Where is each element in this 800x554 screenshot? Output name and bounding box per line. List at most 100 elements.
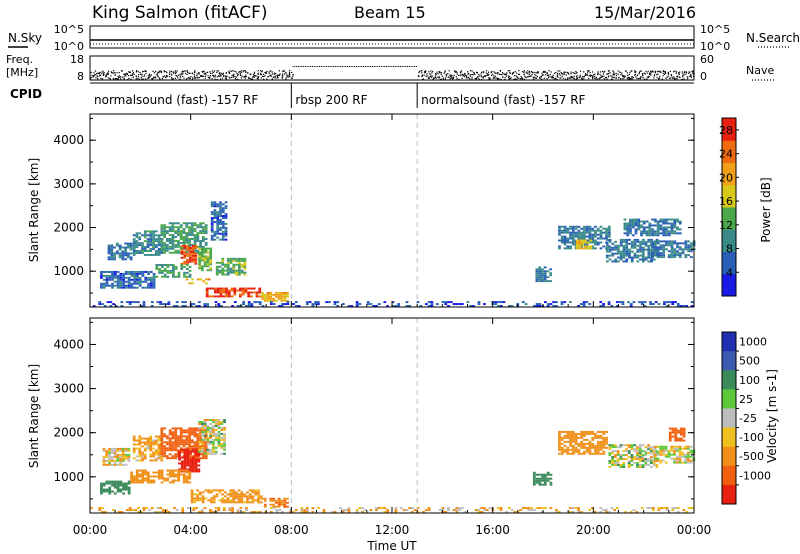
- data-cell: [105, 463, 109, 466]
- data-cell: [188, 238, 191, 240]
- freq-dot: [594, 77, 596, 79]
- freq-dot: [123, 77, 125, 79]
- data-cell: [261, 293, 264, 296]
- freq-dot: [308, 66, 310, 67]
- freq-dot: [430, 76, 433, 78]
- data-cell: [677, 429, 680, 432]
- data-cell: [110, 258, 114, 261]
- data-cell: [174, 445, 178, 448]
- data-cell: [355, 509, 359, 512]
- data-cell: [622, 260, 626, 263]
- freq-dot: [380, 66, 382, 67]
- data-cell: [183, 271, 186, 274]
- data-cell: [679, 305, 683, 307]
- freq-dot: [519, 78, 522, 80]
- data-cell: [183, 452, 187, 455]
- data-cell: [549, 303, 553, 306]
- data-cell: [674, 507, 677, 510]
- data-cell: [447, 301, 450, 304]
- data-cell: [566, 245, 570, 248]
- freq-dot: [613, 72, 615, 75]
- data-cell: [206, 440, 210, 443]
- data-cell: [118, 244, 122, 247]
- freq-dot: [587, 70, 589, 72]
- freq-dot: [205, 74, 207, 76]
- data-cell: [463, 511, 467, 513]
- freq-dot: [201, 71, 203, 73]
- data-cell: [198, 263, 201, 266]
- data-cell: [196, 497, 199, 500]
- data-cell: [644, 458, 648, 461]
- data-cell: [650, 250, 653, 253]
- freq-dot: [126, 73, 128, 76]
- freq-dot: [231, 70, 233, 72]
- data-cell: [280, 291, 284, 294]
- data-cell: [544, 477, 547, 480]
- data-cell: [283, 295, 287, 298]
- data-cell: [163, 451, 167, 454]
- data-cell: [657, 303, 661, 306]
- data-cell: [146, 230, 150, 233]
- data-cell: [138, 473, 142, 476]
- freq-dot: [252, 76, 254, 78]
- data-cell: [180, 250, 184, 253]
- data-cell: [154, 443, 158, 446]
- data-cell: [599, 452, 603, 455]
- freq-dot: [692, 70, 694, 72]
- data-cell: [160, 443, 164, 446]
- freq-dot: [301, 66, 303, 67]
- data-cell: [110, 246, 114, 249]
- data-cell: [560, 231, 564, 234]
- freq-dot: [438, 72, 441, 74]
- freq-dot: [415, 66, 417, 67]
- data-cell: [152, 272, 156, 275]
- data-cell: [670, 246, 674, 249]
- data-cell: [447, 507, 450, 510]
- data-cell: [656, 224, 660, 227]
- data-cell: [234, 497, 238, 500]
- data-cell: [651, 256, 654, 259]
- data-cell: [584, 245, 587, 248]
- freq-dot: [676, 78, 678, 80]
- data-cell: [160, 263, 164, 266]
- freq-dot: [630, 70, 632, 72]
- data-cell: [386, 509, 389, 512]
- data-cell: [135, 242, 139, 245]
- data-cell: [689, 242, 693, 245]
- data-cell: [633, 448, 637, 451]
- data-cell: [214, 428, 218, 431]
- data-cell: [206, 261, 210, 264]
- data-cell: [226, 271, 230, 274]
- data-cell: [201, 228, 205, 231]
- freq-dot: [518, 70, 520, 72]
- data-cell: [675, 449, 679, 452]
- data-cell: [102, 286, 106, 289]
- data-cell: [243, 273, 247, 276]
- data-cell: [108, 278, 112, 281]
- data-cell: [113, 447, 117, 450]
- freq-dot: [278, 70, 280, 72]
- data-cell: [682, 509, 686, 512]
- data-cell: [234, 493, 238, 496]
- data-cell: [643, 305, 647, 307]
- data-cell: [604, 511, 608, 513]
- data-cell: [358, 303, 362, 306]
- data-cell: [240, 499, 244, 502]
- data-cell: [580, 233, 584, 236]
- data-cell: [198, 434, 201, 437]
- freq-dot: [436, 71, 438, 73]
- data-cell: [611, 450, 614, 453]
- freq-dot: [277, 74, 279, 77]
- data-cell: [200, 251, 204, 254]
- freq-dot: [574, 78, 576, 80]
- data-cell: [209, 430, 213, 433]
- data-cell: [662, 244, 666, 247]
- data-cell: [190, 489, 194, 492]
- data-cell: [619, 458, 623, 461]
- data-cell: [619, 258, 623, 261]
- freq-dot: [469, 70, 472, 72]
- data-cell: [555, 509, 558, 512]
- data-cell: [129, 248, 133, 251]
- data-cell: [641, 444, 645, 447]
